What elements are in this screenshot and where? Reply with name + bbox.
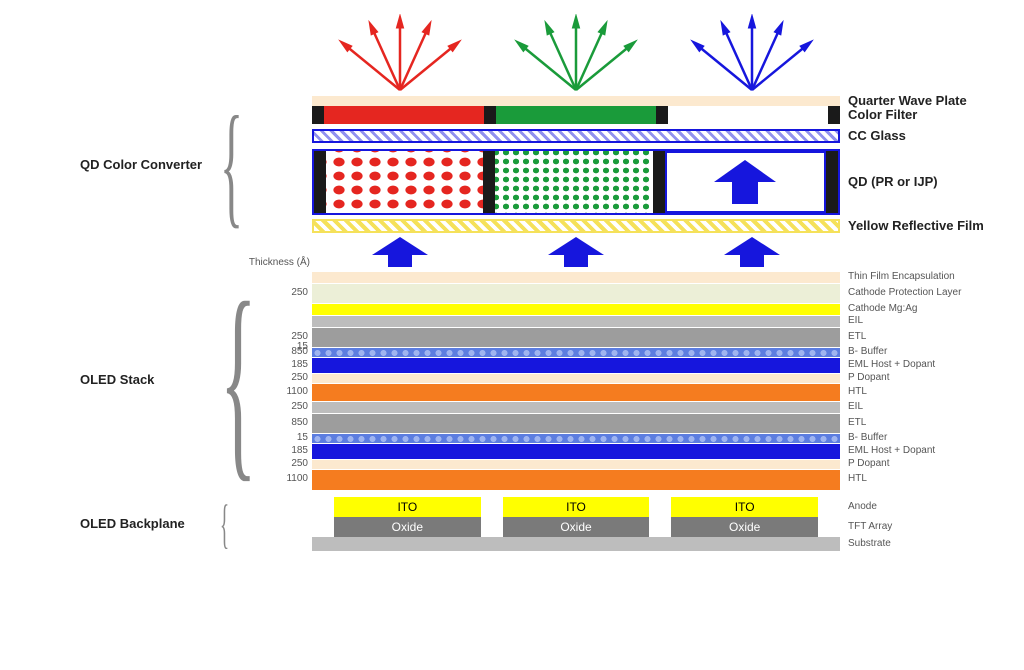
layer-label: QD (PR or IJP) bbox=[848, 174, 938, 189]
blue-up-arrow bbox=[546, 237, 606, 267]
stack-layer-label: HTL bbox=[848, 386, 867, 397]
thickness-value: 250 bbox=[254, 287, 308, 298]
layer-label: Quarter Wave Plate bbox=[848, 93, 967, 108]
layer-label: CC Glass bbox=[848, 128, 906, 143]
stack-layer-label: EIL bbox=[848, 315, 863, 326]
thickness-value: 250 bbox=[254, 372, 308, 383]
stack-layer-label: HTL bbox=[848, 473, 867, 484]
thickness-value: 850 bbox=[254, 417, 308, 428]
stack-layer-label: ETL bbox=[848, 417, 866, 428]
stack-layer-label: Thin Film Encapsulation bbox=[848, 271, 955, 282]
section-label-backplane: OLED Backplane bbox=[80, 516, 185, 531]
emission-arrows-0 bbox=[320, 14, 480, 94]
stack-layer-label: EML Host + Dopant bbox=[848, 445, 935, 456]
backplane-row: OxideOxideOxide bbox=[312, 517, 840, 537]
section-label-converter: QD Color Converter bbox=[80, 157, 202, 172]
stack-layer-label: ETL bbox=[848, 331, 866, 342]
stack-layer-label: EML Host + Dopant bbox=[848, 359, 935, 370]
layer-label: Color Filter bbox=[848, 107, 917, 122]
backplane-label: Substrate bbox=[848, 538, 891, 549]
thickness-value: 250 bbox=[254, 401, 308, 412]
backplane-label: Anode bbox=[848, 501, 877, 512]
color-filter-row bbox=[312, 106, 840, 124]
thickness-value: 250 bbox=[254, 458, 308, 469]
stack-layer-label: B- Buffer bbox=[848, 346, 887, 357]
section-label-stack: OLED Stack bbox=[80, 372, 154, 387]
emission-arrows-1 bbox=[496, 14, 656, 94]
backplane-row: ITOITOITO bbox=[312, 497, 840, 517]
layer-label: Yellow Reflective Film bbox=[848, 218, 984, 233]
stack-layer-label: EIL bbox=[848, 401, 863, 412]
qd-row bbox=[312, 149, 840, 215]
thickness-value: 15 bbox=[254, 341, 308, 352]
thickness-value: 185 bbox=[254, 359, 308, 370]
stack-layer-label: P Dopant bbox=[848, 458, 890, 469]
stack-layer-label: B- Buffer bbox=[848, 432, 887, 443]
blue-up-arrow bbox=[370, 237, 430, 267]
emission-arrows-2 bbox=[672, 14, 832, 94]
stack-layer-label: Cathode Protection Layer bbox=[848, 287, 961, 298]
thickness-value: 185 bbox=[254, 445, 308, 456]
stack-layer-label: Cathode Mg:Ag bbox=[848, 303, 918, 314]
thickness-value: 1100 bbox=[254, 473, 308, 484]
backplane-label: TFT Array bbox=[848, 521, 892, 532]
stack-layer-label: P Dopant bbox=[848, 372, 890, 383]
thickness-value: 15 bbox=[254, 432, 308, 443]
blue-up-arrow bbox=[722, 237, 782, 267]
thickness-value: 1100 bbox=[254, 386, 308, 397]
